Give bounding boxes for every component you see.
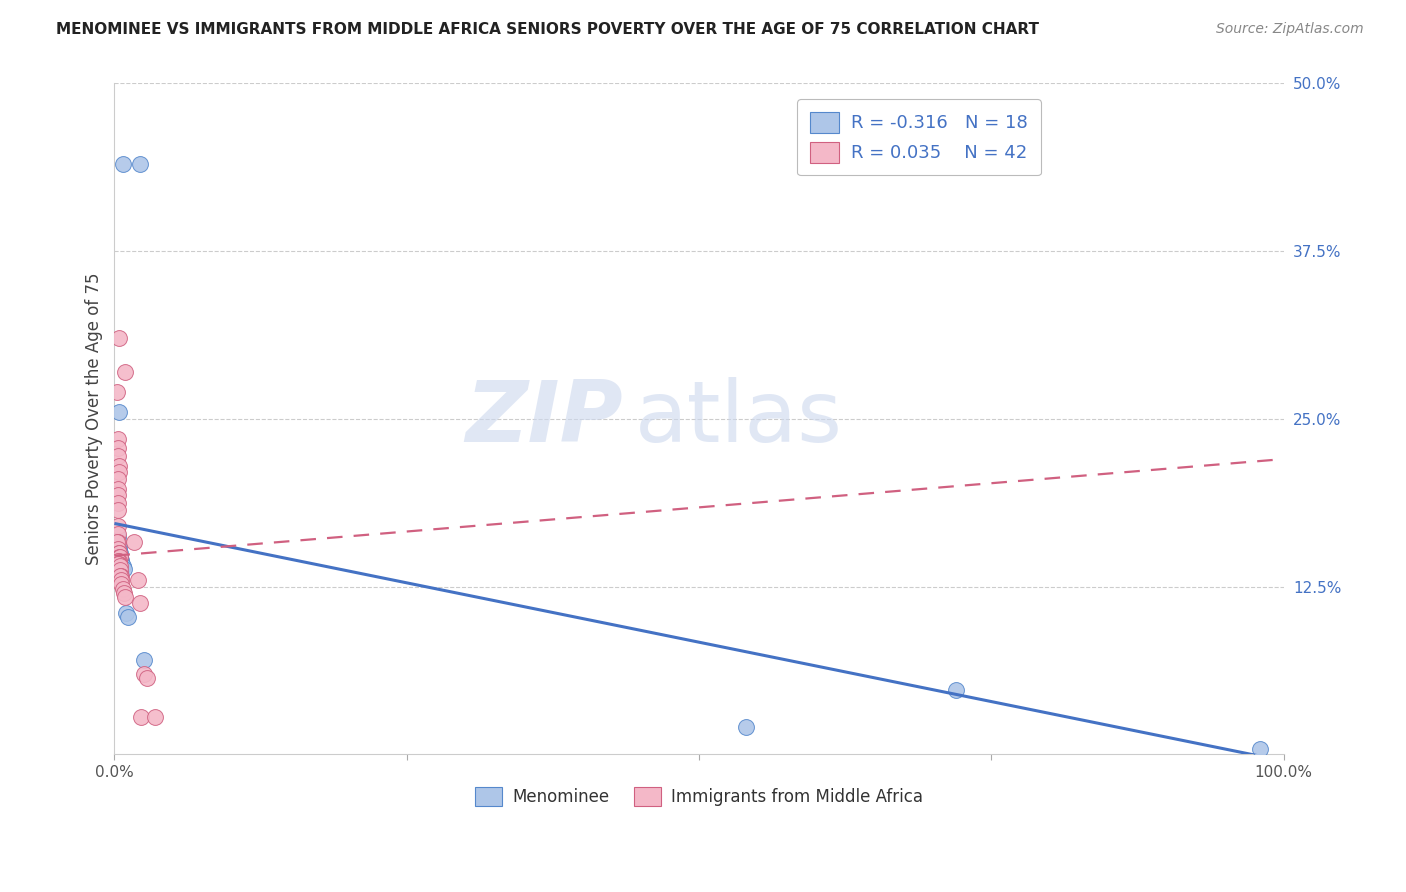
Point bbox=[107, 488, 129, 502]
Point bbox=[108, 546, 131, 560]
Point bbox=[107, 519, 129, 533]
Point bbox=[129, 596, 152, 610]
Point bbox=[107, 530, 129, 544]
Point bbox=[107, 496, 129, 510]
Point bbox=[110, 577, 132, 591]
Text: atlas: atlas bbox=[634, 377, 842, 460]
Point bbox=[107, 541, 129, 556]
Legend: Menominee, Immigrants from Middle Africa: Menominee, Immigrants from Middle Africa bbox=[468, 780, 929, 813]
Point bbox=[108, 549, 131, 564]
Point bbox=[107, 535, 129, 549]
Point bbox=[107, 472, 129, 486]
Point bbox=[108, 543, 131, 558]
Point bbox=[132, 653, 155, 667]
Text: Source: ZipAtlas.com: Source: ZipAtlas.com bbox=[1216, 22, 1364, 37]
Point bbox=[112, 586, 135, 600]
Point bbox=[129, 157, 152, 171]
Point bbox=[110, 552, 132, 566]
Point bbox=[117, 610, 139, 624]
Point bbox=[110, 563, 132, 577]
Point bbox=[108, 557, 131, 571]
Point bbox=[107, 503, 129, 517]
Point bbox=[110, 573, 132, 587]
Point bbox=[945, 682, 967, 697]
Point bbox=[1249, 742, 1271, 756]
Text: MENOMINEE VS IMMIGRANTS FROM MIDDLE AFRICA SENIORS POVERTY OVER THE AGE OF 75 CO: MENOMINEE VS IMMIGRANTS FROM MIDDLE AFRI… bbox=[56, 22, 1039, 37]
Point bbox=[114, 591, 136, 605]
Point bbox=[112, 562, 135, 576]
Point bbox=[111, 582, 134, 597]
Point bbox=[127, 573, 149, 587]
Point bbox=[110, 568, 132, 582]
Point bbox=[108, 466, 131, 480]
Point bbox=[111, 559, 134, 574]
Point bbox=[110, 568, 132, 582]
Point bbox=[107, 450, 129, 464]
Point bbox=[108, 331, 131, 345]
Point bbox=[114, 365, 136, 379]
Point bbox=[108, 539, 131, 553]
Point bbox=[107, 442, 129, 456]
Point bbox=[105, 535, 128, 549]
Point bbox=[136, 671, 159, 685]
Point bbox=[124, 535, 146, 549]
Point bbox=[110, 549, 132, 563]
Point bbox=[129, 709, 152, 723]
Point bbox=[108, 405, 131, 419]
Point bbox=[108, 554, 131, 568]
Point bbox=[108, 458, 131, 473]
Point bbox=[107, 527, 129, 541]
Point bbox=[110, 559, 132, 574]
Point bbox=[110, 549, 132, 564]
Point bbox=[734, 720, 756, 734]
Point bbox=[105, 384, 128, 399]
Point bbox=[108, 546, 131, 560]
Point bbox=[132, 666, 155, 681]
Point bbox=[111, 157, 134, 171]
Y-axis label: Seniors Poverty Over the Age of 75: Seniors Poverty Over the Age of 75 bbox=[86, 273, 103, 565]
Point bbox=[107, 432, 129, 446]
Point bbox=[107, 482, 129, 496]
Point bbox=[107, 554, 129, 568]
Point bbox=[107, 557, 129, 571]
Point bbox=[143, 709, 166, 723]
Point bbox=[110, 555, 132, 569]
Point bbox=[115, 607, 138, 621]
Text: ZIP: ZIP bbox=[465, 377, 623, 460]
Point bbox=[110, 546, 132, 560]
